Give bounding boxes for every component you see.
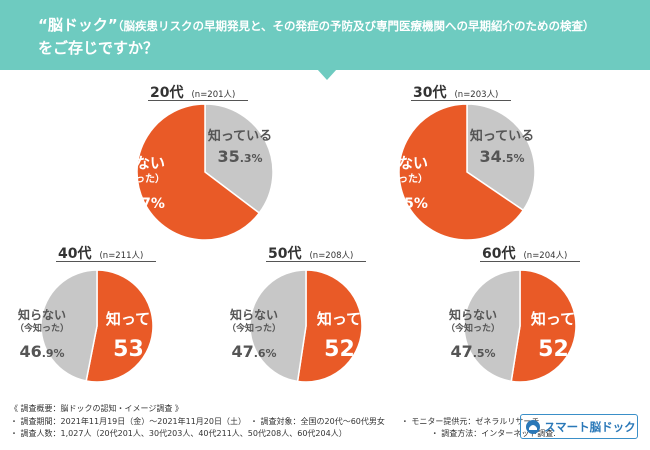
pie-slice-unknown — [398, 103, 525, 241]
panel-line — [480, 261, 580, 262]
know-label: 知っている — [106, 310, 180, 328]
know-percent: 52.5% — [538, 337, 598, 362]
panel-head-60s: 60代 (n=204人) — [482, 243, 567, 263]
footer-line-1: 《 調査概要：脳ドックの認知・イメージ調査 》 — [10, 404, 183, 413]
pie-slice-know — [466, 103, 536, 212]
know-percent: 34.5% — [479, 147, 524, 166]
question-title-line2: をご存じですか？ — [38, 39, 159, 57]
unknown-percent: 65.5% — [368, 189, 428, 214]
unknown-label: 知らない — [105, 154, 165, 172]
question-title-main: “脳ドック” — [38, 16, 118, 34]
unknown-sublabel: （今知った） — [15, 322, 69, 334]
unknown-percent: 47.6% — [231, 342, 276, 361]
header-band — [0, 0, 650, 70]
pie-slice-unknown — [463, 269, 521, 383]
header-arrow — [317, 69, 337, 80]
unknown-percent: 47.5% — [450, 342, 495, 361]
panel-n: (n=203人) — [454, 90, 499, 100]
know-label: 知っている — [208, 128, 272, 144]
panel-n: (n=204人) — [523, 251, 568, 261]
question-title-sub: （脳疾患リスクの早期発見と、その発症の予防及び専門医療機関への早期紹介のための検… — [117, 19, 595, 33]
know-label: 知っている — [470, 128, 534, 144]
panel-head-50s: 50代 (n=208人) — [268, 243, 353, 263]
panel-line — [266, 261, 366, 262]
panel-head-20s: 20代 (n=201人) — [150, 82, 235, 102]
panel-head-40s: 40代 (n=211人) — [58, 243, 143, 263]
pie-slice-know — [204, 103, 274, 215]
know-percent: 35.3% — [217, 147, 262, 166]
pie-slice-know — [296, 269, 363, 383]
unknown-label: 知らない — [229, 307, 278, 322]
panel-n: (n=211人) — [99, 251, 144, 261]
know-label: 知っている — [317, 310, 391, 328]
footer-line-2: ・ 調査期間：2021年11月19日（金）〜2021年11月20日（土） ・ 調… — [10, 416, 540, 426]
panel-age: 60代 — [482, 246, 516, 262]
panel-age: 30代 — [413, 85, 447, 101]
question-title: “脳ドック”（脳疾患リスクの早期発見と、その発症の予防及び専門医療機関への早期紹… — [38, 14, 595, 35]
unknown-sublabel: （今知った） — [227, 322, 281, 334]
unknown-percent: 64.7% — [105, 189, 165, 214]
pie-slice-know — [510, 269, 577, 383]
know-percent: 52.4% — [324, 337, 384, 362]
pie-slice-unknown — [136, 103, 261, 241]
panel-age: 20代 — [150, 85, 184, 101]
unknown-sublabel: （今知った） — [368, 172, 428, 185]
pie-charts: 知っている35.3%知らない（今知った）64.7%知っている34.5%知らない（… — [14, 103, 605, 383]
pie-slice-unknown — [40, 269, 98, 382]
unknown-sublabel: （今知った） — [446, 322, 500, 334]
panel-line — [148, 100, 248, 101]
unknown-label: 知らない — [448, 307, 497, 322]
brain-dock-icon — [526, 419, 540, 434]
unknown-label: 知らない — [17, 307, 66, 322]
unknown-label: 知らない — [368, 154, 428, 172]
pie-slice-know — [85, 269, 154, 383]
panel-age: 50代 — [268, 246, 302, 262]
unknown-sublabel: （今知った） — [105, 172, 165, 185]
survey-footer: 《 調査概要：脳ドックの認知・イメージ調査 》 ・ 調査期間：2021年11月1… — [10, 403, 556, 441]
unknown-percent: 46.9% — [19, 342, 64, 361]
panel-head-30s: 30代 (n=203人) — [413, 82, 498, 102]
know-percent: 53.1% — [113, 337, 173, 362]
panel-line — [411, 100, 511, 101]
panel-n: (n=201人) — [191, 90, 236, 100]
know-label: 知っている — [531, 310, 605, 328]
logo: スマート脳ドック — [520, 414, 638, 439]
pie-slice-unknown — [249, 269, 307, 383]
footer-line-3: ・ 調査人数：1,027人（20代201人、30代203人、40代211人、50… — [10, 429, 556, 438]
panel-line — [56, 261, 156, 262]
logo-text: スマート脳ドック — [544, 419, 636, 434]
panel-age: 40代 — [58, 246, 92, 262]
panel-n: (n=208人) — [309, 251, 354, 261]
